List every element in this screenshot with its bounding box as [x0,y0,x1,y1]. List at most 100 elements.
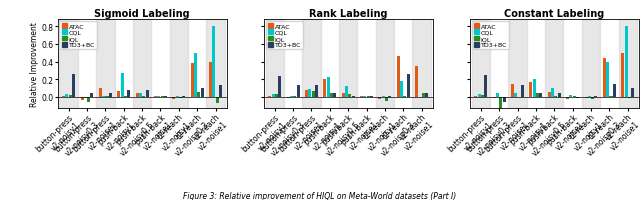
Bar [209,62,212,97]
Bar [96,20,115,108]
Bar [296,86,300,97]
Bar [312,91,315,97]
Bar [378,97,381,99]
Bar [496,93,499,97]
Bar [584,97,588,98]
Bar [212,27,216,97]
Bar [90,94,93,97]
Bar [540,93,542,97]
Bar [422,93,425,97]
Bar [406,75,410,97]
Bar [342,94,345,97]
Bar [72,75,75,97]
Bar [385,97,388,102]
Bar [315,86,318,97]
Bar [170,20,188,108]
Bar [191,64,194,97]
Bar [68,96,72,97]
Bar [139,93,142,97]
Bar [339,20,357,108]
Bar [376,20,394,108]
Bar [206,20,225,108]
Bar [625,27,628,97]
Bar [216,97,219,104]
Bar [219,86,222,97]
Bar [576,97,579,98]
Bar [481,96,484,97]
Bar [179,97,182,98]
Bar [502,97,506,103]
Bar [266,20,284,108]
Bar [271,95,275,97]
Bar [618,20,637,108]
Bar [628,97,631,98]
Bar [275,95,278,97]
Bar [133,20,151,108]
Bar [348,95,351,97]
Bar [631,89,634,97]
Bar [323,80,326,97]
Bar [333,93,336,97]
Bar [330,93,333,97]
Bar [566,97,569,99]
Bar [81,97,84,100]
Bar [612,84,616,97]
Bar [87,97,90,102]
Bar [109,94,112,97]
Bar [194,53,197,97]
Bar [606,62,609,97]
Bar [200,89,204,97]
Bar [117,91,120,97]
Bar [532,80,536,97]
Bar [326,77,330,97]
Title: Sigmoid Labeling: Sigmoid Labeling [94,9,190,19]
Bar [120,74,124,97]
Bar [415,67,418,97]
Bar [603,59,606,97]
Bar [278,76,281,97]
Bar [400,82,403,97]
Bar [99,89,102,97]
Title: Constant Labeling: Constant Labeling [504,9,604,19]
Bar [521,85,524,97]
Bar [302,20,321,108]
Bar [127,90,130,97]
Bar [545,20,563,108]
Bar [172,97,175,99]
Legend: ATAC, CQL, IQL, TD3+BC: ATAC, CQL, IQL, TD3+BC [60,22,97,50]
Text: Figure 3: Relative improvement of HIQL on Meta-World datasets (Part I): Figure 3: Relative improvement of HIQL o… [184,191,456,200]
Bar [197,92,200,97]
Bar [515,93,517,97]
Bar [60,20,78,108]
Bar [529,82,532,97]
Legend: ATAC, CQL, IQL, TD3+BC: ATAC, CQL, IQL, TD3+BC [472,22,509,50]
Bar [493,97,496,98]
Bar [570,96,573,97]
Bar [591,97,594,99]
Bar [287,97,290,98]
Bar [412,20,431,108]
Bar [477,95,481,97]
Legend: ATAC, CQL, IQL, TD3+BC: ATAC, CQL, IQL, TD3+BC [266,22,303,50]
Bar [65,95,68,97]
Bar [136,93,139,97]
Bar [308,90,311,97]
Bar [84,97,87,98]
Bar [305,90,308,97]
Bar [621,53,624,97]
Bar [508,20,527,108]
Bar [484,75,487,97]
Title: Rank Labeling: Rank Labeling [309,9,387,19]
Bar [472,20,490,108]
Bar [397,57,400,97]
Bar [425,93,428,97]
Bar [511,84,514,97]
Bar [499,97,502,109]
Bar [345,87,348,97]
Bar [145,90,148,97]
Bar [582,20,600,108]
Bar [551,89,554,97]
Bar [548,92,551,97]
Bar [557,93,561,97]
Y-axis label: Relative Improvement: Relative Improvement [29,22,38,106]
